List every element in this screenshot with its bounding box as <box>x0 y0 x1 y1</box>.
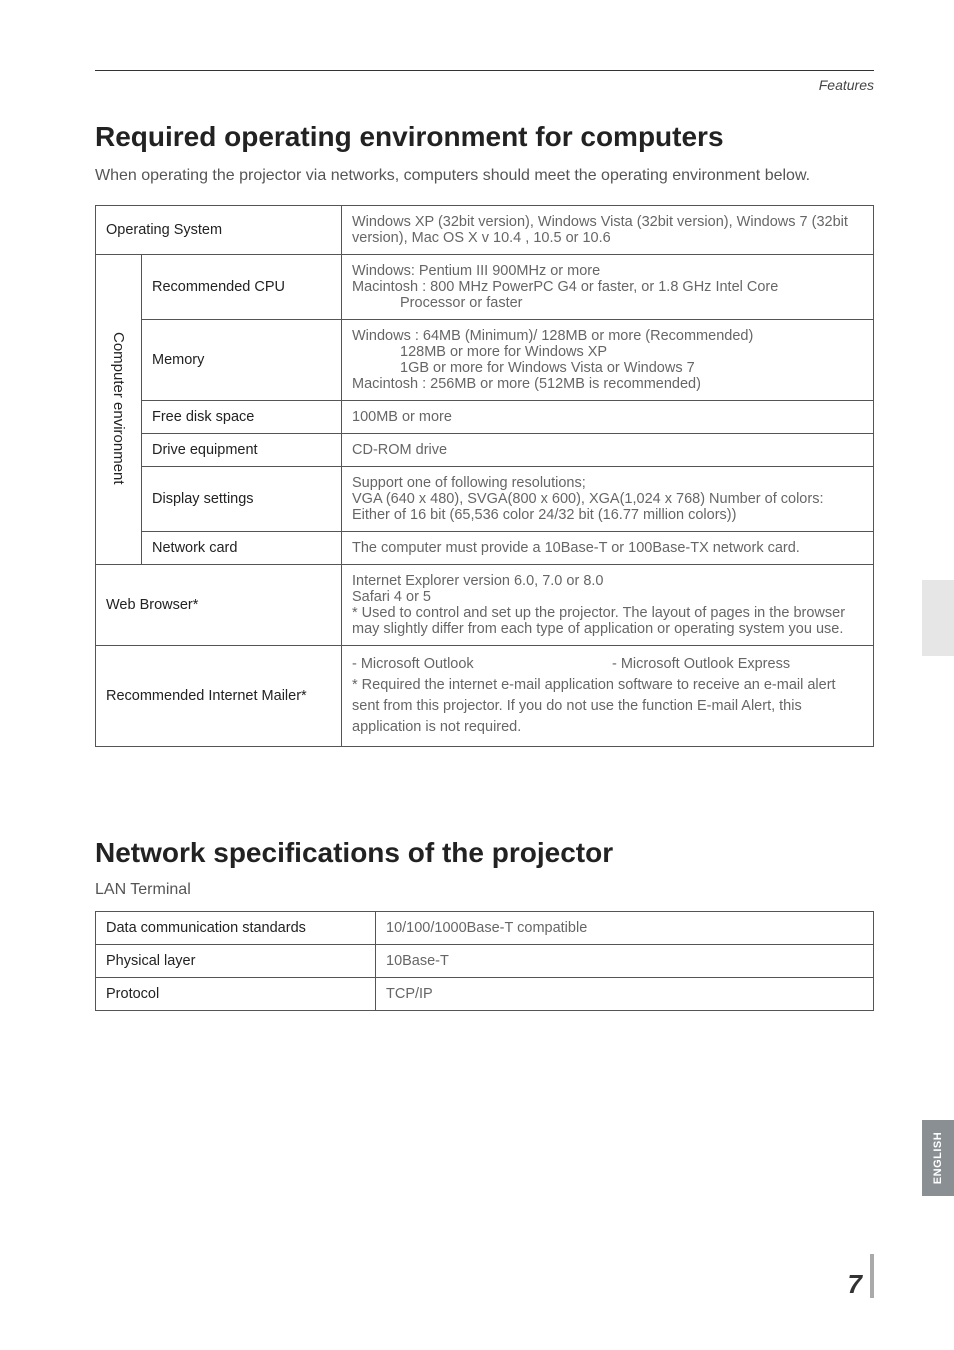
language-tab-label: ENGLISH <box>932 1132 944 1184</box>
memory-line2: 128MB or more for Windows XP <box>352 344 863 360</box>
browser-line3: * Used to control and set up the project… <box>352 605 845 637</box>
browser-value: Internet Explorer version 6.0, 7.0 or 8.… <box>342 565 874 646</box>
memory-line1: Windows : 64MB (Minimum)/ 128MB or more … <box>352 328 753 344</box>
memory-line4: Macintosh : 256MB or more (512MB is reco… <box>352 376 701 392</box>
table-row: Computer environment Recommended CPU Win… <box>96 255 874 320</box>
table-row: Physical layer 10Base-T <box>96 945 874 978</box>
network-label: Network card <box>142 532 342 565</box>
memory-label: Memory <box>142 320 342 401</box>
drive-label: Drive equipment <box>142 434 342 467</box>
memory-value: Windows : 64MB (Minimum)/ 128MB or more … <box>342 320 874 401</box>
disk-label: Free disk space <box>142 401 342 434</box>
env-group-cell: Computer environment <box>96 255 142 565</box>
phys-value: 10Base-T <box>376 945 874 978</box>
requirements-table: Operating System Windows XP (32bit versi… <box>95 205 874 747</box>
os-label: Operating System <box>96 206 342 255</box>
page-number: 7 <box>848 1269 862 1300</box>
header-section-label: Features <box>95 77 874 93</box>
proto-value: TCP/IP <box>376 978 874 1011</box>
proto-label: Protocol <box>96 978 376 1011</box>
network-spec-table: Data communication standards 10/100/1000… <box>95 911 874 1011</box>
std-label: Data communication standards <box>96 912 376 945</box>
language-tab: ENGLISH <box>922 1120 954 1196</box>
table-row: Operating System Windows XP (32bit versi… <box>96 206 874 255</box>
mailer-app2: - Microsoft Outlook Express <box>612 654 790 675</box>
mailer-app1: - Microsoft Outlook <box>352 654 612 675</box>
cpu-label: Recommended CPU <box>142 255 342 320</box>
table-row: Protocol TCP/IP <box>96 978 874 1011</box>
cpu-line3: Processor or faster <box>352 295 863 311</box>
section2-title: Network specifications of the projector <box>95 837 874 869</box>
drive-value: CD-ROM drive <box>342 434 874 467</box>
table-row: Free disk space 100MB or more <box>96 401 874 434</box>
table-row: Recommended Internet Mailer* - Microsoft… <box>96 646 874 747</box>
std-value: 10/100/1000Base-T compatible <box>376 912 874 945</box>
header-rule <box>95 70 874 71</box>
browser-label: Web Browser* <box>96 565 342 646</box>
mailer-label: Recommended Internet Mailer* <box>96 646 342 747</box>
browser-line2: Safari 4 or 5 <box>352 589 431 605</box>
section1-title: Required operating environment for compu… <box>95 121 874 153</box>
table-row: Network card The computer must provide a… <box>96 532 874 565</box>
page-content: Features Required operating environment … <box>0 0 954 1011</box>
phys-label: Physical layer <box>96 945 376 978</box>
display-label: Display settings <box>142 467 342 532</box>
section2: Network specifications of the projector … <box>95 837 874 1011</box>
table-row: Drive equipment CD-ROM drive <box>96 434 874 467</box>
side-strip <box>922 580 954 656</box>
table-row: Memory Windows : 64MB (Minimum)/ 128MB o… <box>96 320 874 401</box>
table-row: Display settings Support one of followin… <box>96 467 874 532</box>
table-row: Data communication standards 10/100/1000… <box>96 912 874 945</box>
mailer-value: - Microsoft Outlook - Microsoft Outlook … <box>342 646 874 747</box>
display-value: Support one of following resolutions; VG… <box>342 467 874 532</box>
disk-value: 100MB or more <box>342 401 874 434</box>
footer-bar <box>870 1254 874 1298</box>
env-group-label: Computer environment <box>106 324 131 493</box>
section2-subtitle: LAN Terminal <box>95 881 874 899</box>
os-value: Windows XP (32bit version), Windows Vist… <box>342 206 874 255</box>
memory-line3: 1GB or more for Windows Vista or Windows… <box>352 360 863 376</box>
cpu-line2: Macintosh : 800 MHz PowerPC G4 or faster… <box>352 279 778 295</box>
browser-line1: Internet Explorer version 6.0, 7.0 or 8.… <box>352 573 603 589</box>
mailer-note: * Required the internet e-mail applicati… <box>352 677 836 735</box>
page-footer: 7 <box>848 1254 874 1300</box>
table-row: Web Browser* Internet Explorer version 6… <box>96 565 874 646</box>
cpu-value: Windows: Pentium III 900MHz or more Maci… <box>342 255 874 320</box>
cpu-line1: Windows: Pentium III 900MHz or more <box>352 263 600 279</box>
network-value: The computer must provide a 10Base-T or … <box>342 532 874 565</box>
section1-intro: When operating the projector via network… <box>95 165 874 187</box>
